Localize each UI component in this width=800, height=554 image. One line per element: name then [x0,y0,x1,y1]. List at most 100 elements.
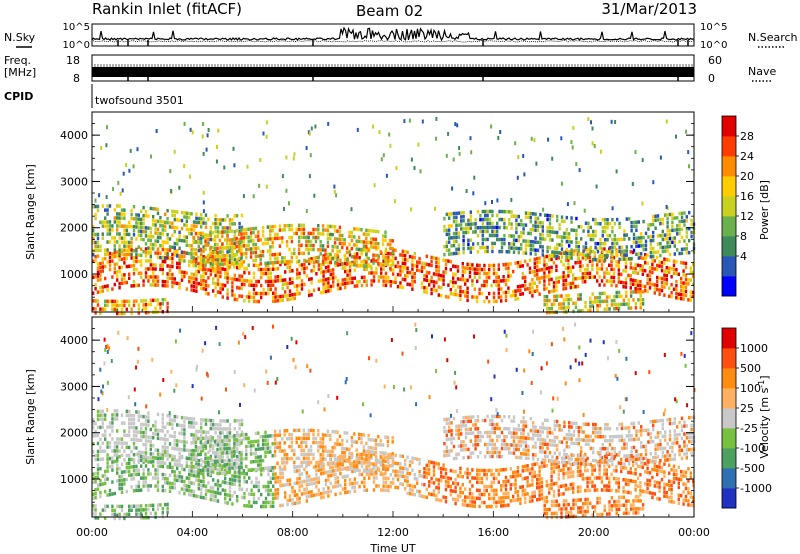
heatmap-cell-0-2089 [300,251,303,256]
heatmap-scatter-0-112 [514,141,517,146]
heatmap-cell-1-813 [440,474,443,479]
heatmap-cell-1-939 [492,500,496,505]
heatmap-cell-0-525 [322,270,325,274]
heatmap-cell-0-661 [382,259,385,263]
heatmap-cell-0-1629 [173,241,176,246]
heatmap-cell-0-154 [161,263,164,268]
heatmap-cell-1-938 [492,496,496,501]
heatmap-cell-0-1461 [118,244,121,248]
heatmap-cell-1-1283 [646,462,649,467]
heatmap-cell-0-2159 [331,232,334,237]
heatmap-cell-1-200 [180,475,184,479]
heatmap-cell-0-980 [524,279,527,284]
heatmap-cell-0-564 [336,255,340,259]
heatmap-cell-1-18 [99,478,102,483]
heatmap-cell-0-24 [101,265,104,269]
heatmap-cell-1-1208 [608,480,611,484]
heatmap-cell-0-1603 [164,228,167,233]
heatmap-cell-0-499 [310,257,313,261]
heatmap-cell-0-2905 [683,211,686,215]
heatmap-cell-1-386 [257,488,260,493]
heatmap-cell-1-282 [209,497,212,502]
heatmap-cell-0-515 [317,279,320,283]
heatmap-cell-1-316 [224,500,227,505]
heatmap-cell-0-2571 [544,213,547,217]
heatmap-cell-0-399 [267,263,270,268]
heatmap-scatter-0-25 [117,180,120,185]
heatmap-cell-0-1215 [624,261,628,265]
heatmap-cell-0-2246 [367,248,370,253]
heatmap-cell-0-2200 [350,234,354,239]
heatmap-cell-1-777 [425,471,428,476]
heatmap-cell-0-931 [500,279,503,283]
heatmap-cell-0-993 [531,282,534,286]
heatmap-cell-0-1651 [180,254,184,259]
heatmap-cell-0-486 [300,287,304,291]
heatmap-cell-0-2007 [266,225,270,229]
heatmap-cell-0-1258 [644,253,647,257]
heatmap-cell-0-378 [255,299,258,304]
heatmap-cell-1-1353 [675,477,678,481]
heatmap-cell-0-1592 [159,255,162,260]
heatmap-cell-0-248 [202,255,205,259]
heatmap-cell-0-1754 [216,226,220,230]
heatmap-cell-0-1947 [242,228,246,232]
heatmap-cell-1-570 [336,464,340,468]
heatmap-cell-0-594 [348,265,352,269]
heatmap-cell-1-163 [164,477,167,481]
heatmap-cell-1-1002 [519,501,522,505]
heatmap-cell-0-1878 [213,255,217,259]
heatmap-cell-0-438 [281,282,284,286]
heatmap-cell-0-2293 [391,247,394,251]
heatmap-cell-0-504 [312,256,316,260]
heatmap-cell-0-853 [464,282,467,286]
heatmap-cell-0-2793 [637,244,640,248]
heatmap-cell-0-1113 [579,268,582,272]
heatmap-cell-0-2168 [333,253,337,257]
heatmap-cell-1-565 [334,480,337,485]
heatmap-cell-1-506 [308,494,311,499]
heatmap-cell-1-562 [334,468,337,473]
heatmap-cell-1-1129 [572,486,575,490]
heatmap-cell-0-2696 [599,222,602,226]
heatmap-cell-1-1219 [615,465,618,469]
heatmap-cell-1-19 [99,482,102,487]
heatmap-cell-1-358 [243,491,246,496]
heatmap-cell-1-1085 [552,482,556,486]
heatmap-cell-1-965 [504,475,508,480]
heatmap-cell-0-1293 [658,260,661,264]
heatmap-cell-0-2125 [317,256,320,260]
heatmap-cell-0-2692 [596,221,600,226]
heatmap-cell-0-439 [281,286,284,290]
heatmap-cell-1-521 [315,493,318,497]
heatmap-cell-0-2545 [534,228,537,232]
heatmap-cell-0-865 [468,270,472,275]
heatmap-cell-0-701 [399,253,402,257]
heatmap-cell-0-2318 [450,212,453,216]
heatmap-cell-0-2658 [580,225,583,229]
heatmap-cell-0-2117 [314,227,318,232]
heatmap-cell-1-1188 [600,476,604,480]
heatmap-cell-1-71 [125,461,128,466]
heatmap-cell-0-2958 [118,303,121,308]
heatmap-cell-0-2667 [584,253,588,257]
heatmap-cell-0-1211 [622,285,625,289]
heatmap-cell-1-1176 [593,488,596,492]
heatmap-cell-0-1102 [574,261,577,265]
heatmap-cell-0-2650 [575,244,578,249]
heatmap-scatter-0-55 [100,145,103,150]
heatmap-cell-0-928 [497,287,500,291]
heatmap-cell-0-30 [104,276,107,281]
heatmap-cell-0-1846 [199,247,202,252]
heatmap-cell-1-354 [240,495,244,500]
heatmap-cell-1-1033 [531,491,534,495]
heatmap-cell-0-1837 [194,247,198,252]
heatmap-cell-1-123 [147,468,150,472]
heatmap-cell-0-1265 [646,261,649,266]
heatmap-cell-0-1967 [249,227,253,231]
heatmap-cell-0-1966 [247,263,250,267]
heatmap-cell-0-1104 [574,285,577,289]
heatmap-cell-0-2812 [647,235,650,239]
heatmap-cell-1-324 [228,481,232,486]
heatmap-cell-0-2412 [484,229,487,234]
